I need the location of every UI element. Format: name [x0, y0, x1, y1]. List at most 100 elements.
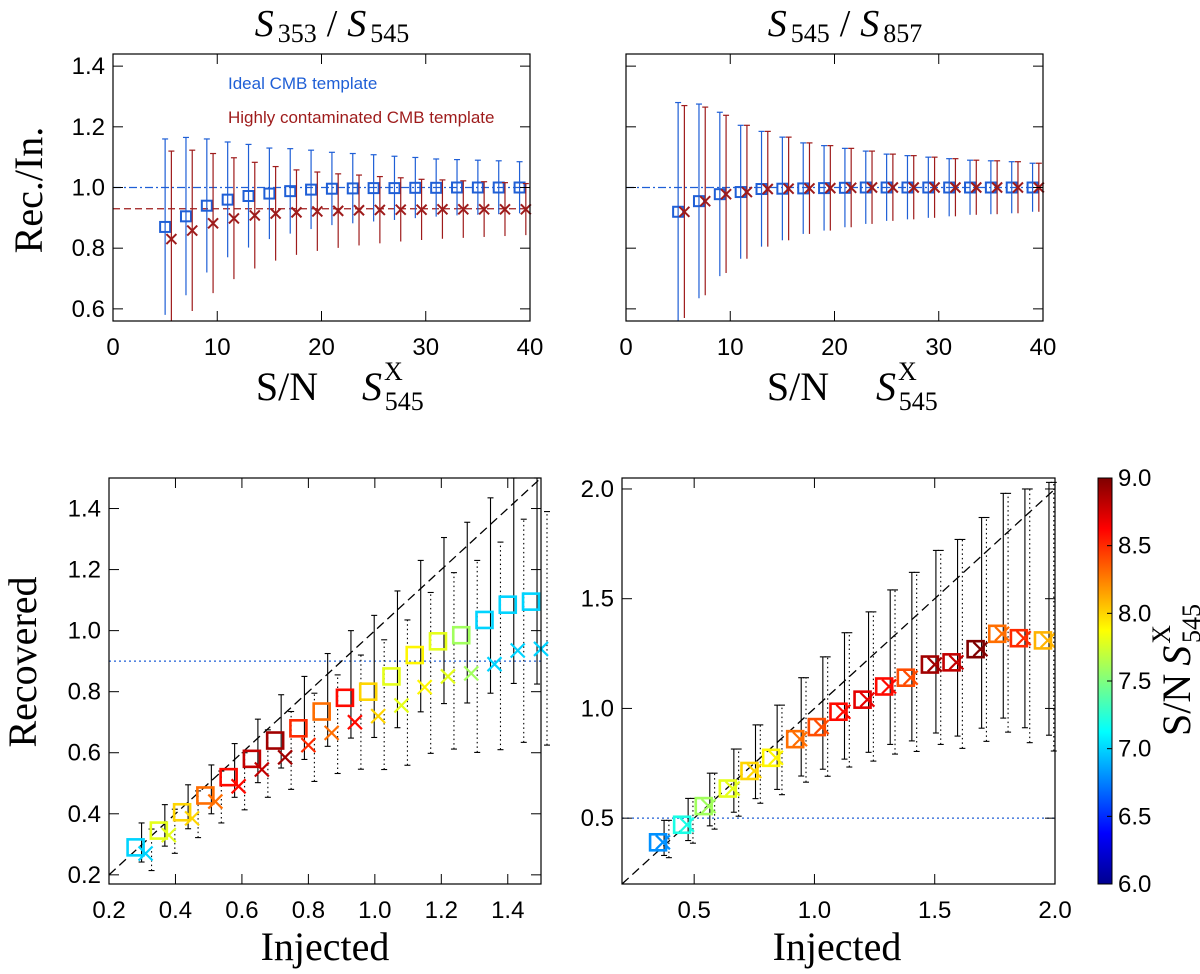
x-tick-label: 40: [1030, 334, 1057, 361]
contaminated-point: [230, 778, 247, 795]
contaminated-point: [499, 203, 511, 216]
contaminated-point: [994, 626, 1010, 642]
ideal-point: [672, 815, 692, 835]
contaminated-point: [926, 656, 943, 673]
contaminated-point: [520, 203, 532, 216]
ideal-point: [1009, 628, 1029, 648]
y-axis-title: Rec./In.: [6, 127, 51, 254]
ideal-point: [428, 632, 448, 651]
contaminated-point: [991, 181, 1003, 194]
x-tick-label: 0.2: [92, 897, 125, 924]
y-tick-label: 1.5: [581, 586, 614, 613]
contaminated-point: [678, 206, 691, 218]
contaminated-point: [928, 181, 941, 194]
contaminated-point: [207, 793, 224, 810]
contaminated-point: [300, 737, 317, 753]
colorbar-tick-label: 9.0: [1118, 465, 1151, 492]
ideal-point: [761, 748, 781, 768]
contaminated-point: [881, 678, 897, 695]
contaminated-point: [972, 641, 989, 657]
ideal-point: [521, 592, 541, 611]
panel-top-left: S 353/S 545 0 10 20 30 40 0.6 0.8 1.0 1.2 1.4 Rec./…: [6, 3, 543, 416]
y-tick-label: 1.2: [68, 557, 101, 584]
contaminated-point: [655, 834, 671, 851]
ideal-point: [718, 779, 738, 798]
colorbar-tick-label: 6.5: [1118, 803, 1151, 830]
ideal-point: [405, 645, 425, 665]
y-tick-label: 1.0: [72, 175, 105, 202]
ideal-point: [265, 731, 285, 750]
ideal-point: [358, 682, 378, 701]
y-tick-label: 1.2: [72, 114, 105, 141]
x-axis-title: S/N: [767, 364, 829, 409]
x-tick-label: 30: [412, 334, 439, 361]
ideal-point: [346, 182, 359, 195]
panel-bottom-right: 0.5 1.0 1.5 2.0 0.5 1.0 1.5 2.0 Injected: [581, 476, 1072, 969]
contaminated-point: [845, 182, 857, 194]
y-tick-label: 1.4: [68, 496, 101, 523]
contaminated-point: [1012, 181, 1024, 194]
x-tick-label: 40: [517, 334, 544, 361]
contaminated-point: [165, 233, 178, 245]
contaminated-point: [720, 188, 732, 200]
contaminated-point: [908, 181, 920, 194]
panel-top-right: S 545/S 857 0 10 20 30 40 S/N SX 545: [619, 3, 1056, 416]
contaminated-point: [347, 714, 363, 730]
contaminated-point: [486, 656, 503, 672]
ideal-point: [335, 688, 355, 708]
contaminated-point: [679, 816, 695, 833]
ideal-point: [221, 193, 234, 206]
contaminated-point: [137, 845, 154, 862]
x-tick-label: 2.0: [1038, 897, 1071, 924]
contaminated-point: [859, 691, 876, 708]
ideal-point: [219, 767, 238, 787]
contaminated-point: [478, 203, 490, 216]
ideal-point: [829, 702, 848, 722]
x-axis-title: S/N: [256, 364, 318, 409]
ideal-point: [498, 595, 518, 614]
contaminated-point: [186, 224, 198, 237]
ideal-point: [430, 181, 443, 194]
contaminated-point: [741, 186, 753, 198]
ideal-point: [172, 802, 192, 822]
ideal-point: [874, 677, 894, 696]
x-axis-title: Injected: [773, 924, 902, 969]
ideal-point: [388, 182, 401, 195]
x-tick-label: 0.6: [225, 897, 258, 924]
plot-frame: [621, 477, 1056, 885]
ideal-point: [987, 624, 1007, 644]
ideal-point: [179, 210, 192, 223]
contaminated-point: [353, 204, 365, 216]
ideal-point: [475, 610, 494, 630]
contaminated-point: [311, 205, 324, 218]
contaminated-point: [948, 654, 965, 671]
x-tick-label: 10: [204, 334, 231, 361]
ideal-point: [284, 185, 297, 198]
contaminated-point: [254, 761, 270, 778]
contaminated-point: [768, 750, 784, 766]
y-axis-title: Recovered: [0, 576, 45, 747]
ideal-point: [382, 667, 401, 686]
ideal-point: [196, 786, 215, 805]
ideal-point: [492, 181, 505, 194]
contaminated-point: [395, 203, 407, 216]
ideal-point: [471, 181, 484, 194]
ideal-point: [648, 833, 668, 852]
ideal-point: [896, 668, 916, 688]
contaminated-point: [866, 181, 878, 194]
ideal-point: [263, 187, 276, 200]
y-tick-label: 0.8: [68, 679, 101, 706]
contaminated-point: [902, 669, 919, 686]
contaminated-point: [813, 719, 830, 735]
colorbar: 6.0 6.5 7.0 7.5 8.0 8.5 9.0 S/NSX545: [1097, 465, 1200, 898]
contaminated-point: [824, 182, 837, 194]
contaminated-point: [323, 725, 340, 741]
contaminated-point: [436, 203, 449, 216]
x-axis-symbol: SX 545: [876, 357, 938, 416]
contaminated-point: [1040, 632, 1056, 649]
ideal-point: [785, 729, 805, 749]
y-tick-label: 1.0: [581, 695, 614, 722]
contaminated-point: [463, 665, 479, 682]
contaminated-point: [700, 798, 717, 814]
